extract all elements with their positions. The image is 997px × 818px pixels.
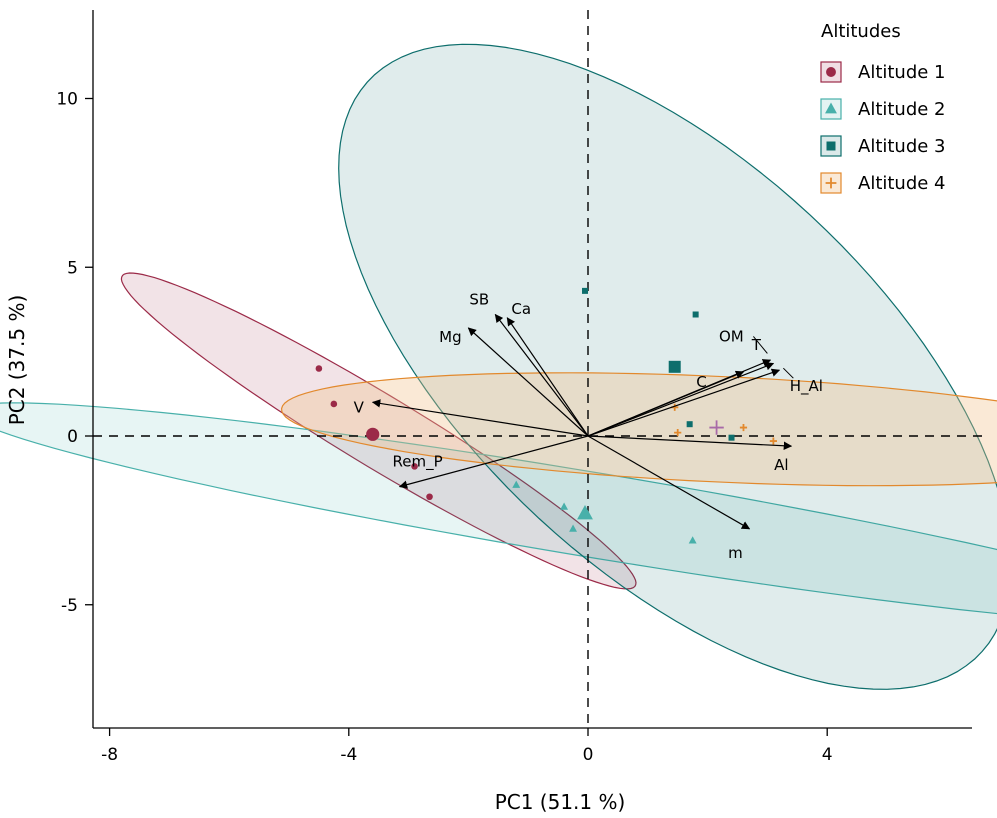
legend-marker bbox=[826, 141, 836, 151]
legend-label: Altitude 4 bbox=[858, 173, 946, 194]
legend-items: Altitude 1 Altitude 2 Altitude 3 Altitude 4 bbox=[820, 61, 946, 194]
legend-label: Altitude 2 bbox=[858, 99, 946, 120]
point-altitude-2 bbox=[569, 524, 578, 532]
point-altitude-1 bbox=[411, 463, 418, 470]
y-tick-label: -5 bbox=[61, 596, 78, 616]
loading-ca: Ca bbox=[506, 300, 589, 437]
centroid-altitude-3 bbox=[668, 360, 681, 373]
x-tick-label: 4 bbox=[822, 745, 833, 765]
loading-label: OM bbox=[719, 327, 744, 345]
point-altitude-2 bbox=[688, 536, 697, 544]
legend-item-altitude-4: Altitude 4 bbox=[820, 172, 946, 194]
loading-label: T bbox=[751, 336, 762, 354]
y-tick-label: 5 bbox=[67, 258, 78, 278]
point-altitude-4 bbox=[739, 423, 748, 432]
loading-arrow bbox=[587, 435, 793, 450]
loading-label: m bbox=[728, 544, 743, 562]
loading-v: V bbox=[354, 398, 589, 437]
legend-label: Altitude 3 bbox=[858, 136, 946, 157]
loading-al: Al bbox=[587, 435, 793, 474]
ellipse-altitude-3 bbox=[338, 43, 997, 690]
data-points bbox=[315, 287, 777, 544]
point-altitude-1 bbox=[315, 365, 323, 372]
y-axis-ticks: -5 0 5 10 bbox=[56, 90, 93, 616]
point-altitude-3 bbox=[728, 434, 735, 441]
legend: Altitudes Altitude 1 Altitude 2 Altitude 3… bbox=[820, 21, 946, 194]
x-axis-title: PC1 (51.1 %) bbox=[495, 790, 626, 814]
legend-marker bbox=[826, 67, 836, 77]
loading-arrow bbox=[494, 313, 589, 437]
loading-label: Mg bbox=[439, 328, 461, 346]
loading-arrow bbox=[371, 399, 589, 437]
loading-label: SB bbox=[469, 291, 489, 309]
legend-label: Altitude 1 bbox=[858, 62, 946, 83]
legend-item-altitude-2: Altitude 2 bbox=[820, 98, 946, 120]
x-tick-label: -8 bbox=[101, 745, 118, 765]
loading-label: Ca bbox=[511, 300, 531, 318]
confidence-ellipses bbox=[0, 43, 997, 690]
loading-label: H_Al bbox=[790, 377, 823, 396]
ellipse-altitude-2 bbox=[0, 402, 997, 615]
y-tick-label: 10 bbox=[56, 90, 78, 110]
x-axis-ticks: -8 -4 0 4 bbox=[101, 728, 833, 765]
label-leader-line bbox=[752, 336, 768, 354]
loading-arrow bbox=[398, 435, 589, 489]
point-altitude-2 bbox=[512, 480, 521, 488]
point-altitude-3 bbox=[686, 421, 693, 428]
loading-arrow bbox=[467, 327, 589, 437]
loading-vectors: SB Ca Mg V Rem_P OM T C H_Al Al m bbox=[354, 291, 823, 562]
point-altitude-3 bbox=[582, 287, 589, 294]
axes bbox=[92, 10, 972, 729]
point-altitude-4 bbox=[769, 437, 777, 445]
ellipse-altitude-4 bbox=[280, 372, 997, 487]
loading-label: V bbox=[354, 398, 365, 416]
legend-item-altitude-1: Altitude 1 bbox=[820, 61, 946, 83]
reference-lines bbox=[93, 10, 988, 728]
loading-arrow bbox=[506, 317, 589, 437]
loading-mg: Mg bbox=[439, 327, 589, 437]
loading-h-al: H_Al bbox=[587, 368, 823, 437]
loading-label: Rem_P bbox=[393, 453, 443, 472]
label-leader-line bbox=[783, 367, 794, 379]
loading-label: C bbox=[696, 373, 706, 391]
centroid-altitude-4 bbox=[709, 420, 724, 435]
loading-arrow bbox=[587, 435, 751, 530]
legend-marker bbox=[825, 177, 837, 189]
legend-title: Altitudes bbox=[821, 21, 901, 42]
x-tick-label: 0 bbox=[583, 745, 594, 765]
y-tick-label: 0 bbox=[67, 427, 78, 447]
legend-item-altitude-3: Altitude 3 bbox=[820, 135, 946, 157]
ellipse-altitude-1 bbox=[120, 272, 637, 590]
centroid-altitude-1 bbox=[366, 427, 380, 441]
loading-rem-p: Rem_P bbox=[393, 435, 589, 489]
point-altitude-4 bbox=[674, 429, 682, 437]
loading-sb: SB bbox=[469, 291, 589, 437]
point-altitude-1 bbox=[330, 400, 338, 408]
loading-arrow bbox=[587, 368, 781, 437]
loading-c: C bbox=[587, 370, 745, 437]
legend-marker bbox=[825, 102, 837, 114]
x-tick-label: -4 bbox=[340, 745, 357, 765]
point-altitude-1 bbox=[426, 493, 433, 501]
centroid-altitude-2 bbox=[577, 504, 593, 520]
y-axis-title: PC2 (37.5 %) bbox=[5, 295, 29, 426]
point-altitude-3 bbox=[692, 311, 699, 318]
loading-m: m bbox=[587, 435, 751, 562]
loading-arrow bbox=[587, 370, 745, 437]
loading-label: Al bbox=[774, 456, 788, 474]
point-altitude-2 bbox=[560, 502, 569, 510]
